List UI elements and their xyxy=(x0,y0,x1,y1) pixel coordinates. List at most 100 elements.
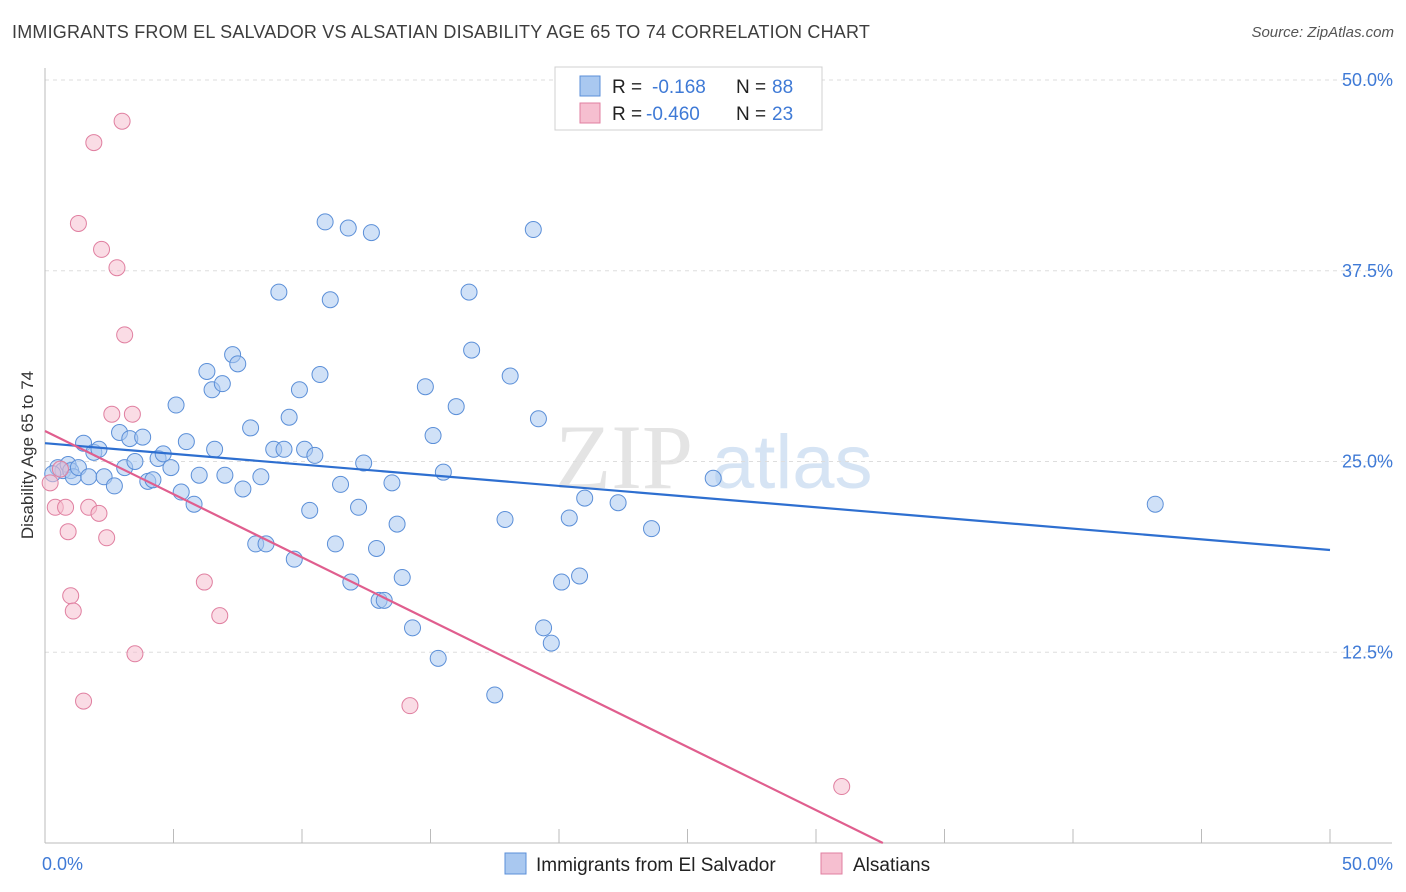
data-point-el-salvador xyxy=(216,466,234,484)
data-point-el-salvador xyxy=(316,213,334,231)
bottom-legend-label-2: Alsatians xyxy=(853,855,930,876)
data-point-alsatians xyxy=(93,240,111,258)
data-point-el-salvador xyxy=(463,341,481,359)
legend-swatch-pink xyxy=(579,102,601,124)
data-point-el-salvador xyxy=(393,568,411,586)
data-point-el-salvador xyxy=(234,480,252,498)
data-point-el-salvador xyxy=(332,475,350,493)
correlation-legend: R = -0.168 N = 88 R = -0.460 N = 23 xyxy=(554,66,823,131)
data-point-alsatians xyxy=(116,326,134,344)
data-point-el-salvador xyxy=(321,291,339,309)
data-point-alsatians xyxy=(62,587,80,605)
data-point-el-salvador xyxy=(362,224,380,242)
bottom-legend-swatch-pink xyxy=(820,852,843,875)
data-point-el-salvador xyxy=(257,535,275,553)
data-point-el-salvador xyxy=(368,539,386,557)
data-point-alsatians xyxy=(59,523,77,541)
y-tick-labels: 12.5% 25.0% 37.5% 50.0% xyxy=(1342,70,1393,662)
data-point-el-salvador xyxy=(162,459,180,477)
data-point-el-salvador xyxy=(326,535,344,553)
data-point-el-salvador xyxy=(105,477,123,495)
data-point-el-salvador xyxy=(290,381,308,399)
data-point-el-salvador xyxy=(275,440,293,458)
data-point-alsatians xyxy=(75,692,93,710)
data-point-el-salvador xyxy=(339,219,357,237)
legend-n-value-1: 88 xyxy=(772,77,793,98)
data-point-el-salvador xyxy=(177,433,195,451)
data-point-el-salvador xyxy=(501,367,519,385)
data-point-el-salvador xyxy=(190,466,208,484)
data-point-el-salvador xyxy=(198,362,216,380)
data-point-el-salvador xyxy=(496,510,514,528)
legend-n-label-2: N = xyxy=(736,104,766,125)
data-point-el-salvador xyxy=(383,474,401,492)
data-point-alsatians xyxy=(51,460,69,478)
y-tick-label: 50.0% xyxy=(1342,70,1393,90)
data-point-alsatians xyxy=(108,259,126,277)
series-legend: Immigrants from El Salvador Alsatians xyxy=(504,852,930,876)
data-point-alsatians xyxy=(401,697,419,715)
legend-n-value-2: 23 xyxy=(772,104,793,125)
data-point-el-salvador xyxy=(167,396,185,414)
data-point-el-salvador xyxy=(242,419,260,437)
x-tick-label: 0.0% xyxy=(42,854,83,874)
data-point-alsatians xyxy=(57,498,75,516)
y-axis-title: Disability Age 65 to 74 xyxy=(18,371,37,539)
data-point-el-salvador xyxy=(429,649,447,667)
data-point-el-salvador xyxy=(447,398,465,416)
data-point-el-salvador xyxy=(229,355,247,373)
data-point-el-salvador xyxy=(560,509,578,527)
trendlines xyxy=(44,429,1331,844)
legend-swatch-blue xyxy=(579,75,601,97)
legend-r-label-2: R = xyxy=(612,104,642,125)
data-point-el-salvador xyxy=(252,468,270,486)
source-label: Source: ZipAtlas.com xyxy=(1251,24,1394,41)
data-point-el-salvador xyxy=(404,619,422,637)
trendline-alsatians xyxy=(44,429,884,844)
data-point-el-salvador xyxy=(524,221,542,239)
data-point-alsatians xyxy=(41,474,59,492)
y-tick-label: 25.0% xyxy=(1342,452,1393,472)
data-point-alsatians xyxy=(113,112,131,130)
legend-r-value-1: -0.168 xyxy=(652,77,706,98)
bottom-legend-swatch-blue xyxy=(504,852,527,875)
data-point-el-salvador xyxy=(388,515,406,533)
data-point-alsatians xyxy=(98,529,116,547)
y-tick-label: 37.5% xyxy=(1342,261,1393,281)
series-alsatians-points xyxy=(41,112,851,796)
watermark-zip: ZIP xyxy=(555,406,693,508)
legend-r-label-1: R = xyxy=(612,77,642,98)
y-tick-label: 12.5% xyxy=(1342,642,1393,662)
data-point-el-salvador xyxy=(416,378,434,396)
data-point-el-salvador xyxy=(144,471,162,489)
data-point-el-salvador xyxy=(270,283,288,301)
trendline-el-salvador xyxy=(44,442,1331,552)
x-tick-label: 50.0% xyxy=(1342,854,1393,874)
data-point-el-salvador xyxy=(80,468,98,486)
data-point-alsatians xyxy=(833,778,851,796)
bottom-legend-label-1: Immigrants from El Salvador xyxy=(536,855,776,876)
data-point-alsatians xyxy=(69,214,87,232)
data-point-el-salvador xyxy=(571,567,589,585)
data-point-el-salvador xyxy=(301,501,319,519)
data-point-el-salvador xyxy=(311,366,329,384)
data-point-el-salvador xyxy=(126,453,144,470)
data-point-alsatians xyxy=(103,405,121,423)
data-point-el-salvador xyxy=(355,454,373,472)
data-point-el-salvador xyxy=(576,489,594,507)
chart-title: IMMIGRANTS FROM EL SALVADOR VS ALSATIAN … xyxy=(12,22,871,42)
legend-r-value-2: -0.460 xyxy=(646,104,700,125)
data-point-alsatians xyxy=(85,134,103,152)
data-point-el-salvador xyxy=(529,410,547,428)
legend-n-label-1: N = xyxy=(736,77,766,98)
data-point-el-salvador xyxy=(535,619,553,637)
data-point-alsatians xyxy=(90,504,108,522)
data-point-el-salvador xyxy=(460,283,478,301)
data-point-el-salvador xyxy=(553,573,571,591)
data-point-alsatians xyxy=(126,645,144,663)
watermark-atlas: atlas xyxy=(712,420,873,505)
data-point-el-salvador xyxy=(542,634,560,652)
data-point-alsatians xyxy=(64,602,82,620)
data-point-el-salvador xyxy=(134,428,152,446)
